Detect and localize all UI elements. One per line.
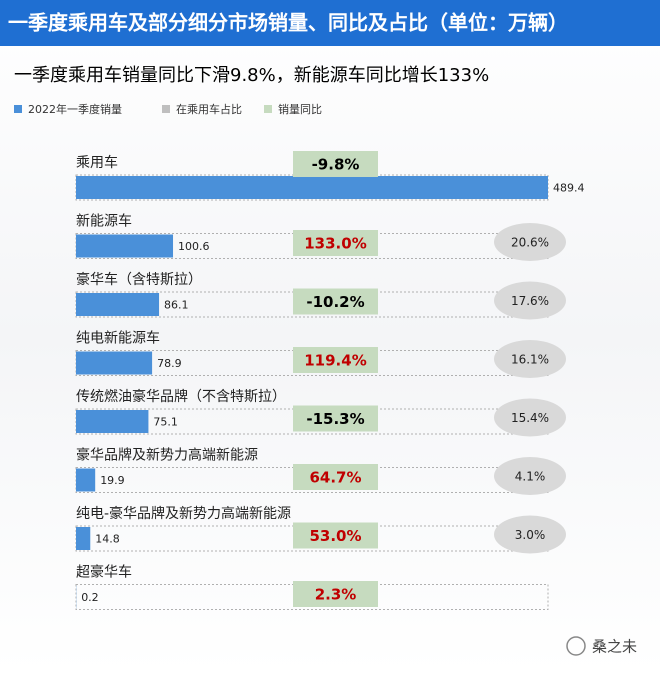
category-label: 纯电-豪华品牌及新势力高端新能源: [76, 505, 291, 522]
category-label: 纯电新能源车: [76, 330, 160, 347]
share-label: 20.6%: [511, 236, 549, 250]
chart-title: 一季度乘用车及部分细分市场销量、同比及占比（单位：万辆）: [8, 11, 568, 35]
watermark: 桑之未: [566, 636, 637, 656]
bar: [76, 410, 149, 433]
category-label: 超豪华车: [76, 564, 132, 581]
bar-value-label: 75.1: [153, 416, 178, 429]
yoy-label: 64.7%: [309, 469, 361, 487]
category-label: 豪华车（含特斯拉）: [76, 271, 202, 288]
bar-value-label: 14.8: [95, 533, 120, 546]
bar-value-label: 0.2: [81, 591, 99, 604]
header-bar: [0, 0, 660, 46]
share-ellipse: [494, 223, 566, 261]
bar-value-label: 19.9: [100, 474, 125, 487]
yoy-box: [293, 151, 378, 177]
share-ellipse: [494, 398, 566, 437]
yoy-label: -15.3%: [306, 410, 364, 428]
chart-subtitle: 一季度乘用车销量同比下滑9.8%，新能源车同比增长133%: [14, 65, 489, 86]
share-label: 15.4%: [511, 411, 549, 425]
category-label: 新能源车: [76, 213, 132, 230]
rows: 乘用车 489.4 -9.8% 新能源车 100.6 133.0% 20.6% 豪华车（含特斯…: [75, 151, 585, 610]
bar: [76, 468, 96, 492]
yoy-box: [293, 288, 378, 315]
legend-swatch: [14, 105, 22, 113]
yoy-label: 53.0%: [309, 527, 361, 545]
share-ellipse: [494, 340, 566, 378]
legend-swatch: [162, 105, 170, 113]
share-label: 17.6%: [511, 294, 549, 308]
yoy-box: [293, 581, 378, 607]
bar: [76, 176, 548, 199]
share-label: 3.0%: [515, 528, 546, 542]
yoy-box: [293, 405, 378, 432]
legend-swatch: [264, 105, 272, 113]
bar: [76, 351, 153, 375]
yoy-label: -10.2%: [306, 293, 364, 311]
share-ellipse: [494, 457, 566, 495]
bar: [76, 234, 174, 258]
bar-value-label: 78.9: [157, 357, 182, 370]
bar-value-label: 489.4: [553, 182, 585, 195]
yoy-box: [293, 522, 378, 549]
share-ellipse: [494, 281, 566, 320]
category-label: 豪华品牌及新势力高端新能源: [76, 447, 258, 464]
legend: 2022年一季度销量 在乘用车占比 销量同比: [14, 102, 322, 116]
legend-label: 在乘用车占比: [176, 102, 242, 116]
share-label: 4.1%: [515, 470, 546, 484]
yoy-label: -9.8%: [312, 156, 360, 174]
bar: [76, 293, 160, 316]
yoy-label: 2.3%: [315, 586, 357, 604]
category-label: 传统燃油豪华品牌（不含特斯拉）: [76, 388, 286, 405]
legend-label: 销量同比: [278, 102, 322, 116]
watermark-text: 桑之未: [592, 638, 637, 656]
yoy-box: [293, 347, 378, 373]
bar-value-label: 100.6: [178, 240, 210, 253]
yoy-box: [293, 464, 378, 490]
bar: [76, 527, 91, 550]
yoy-box: [293, 230, 378, 256]
legend-label: 2022年一季度销量: [28, 102, 122, 116]
bar-value-label: 86.1: [164, 299, 189, 312]
yoy-label: 133.0%: [304, 235, 366, 253]
yoy-label: 119.4%: [304, 352, 366, 370]
share-ellipse: [494, 515, 566, 554]
watermark-icon: [566, 636, 586, 656]
category-label: 乘用车: [76, 154, 118, 171]
share-label: 16.1%: [511, 353, 549, 367]
